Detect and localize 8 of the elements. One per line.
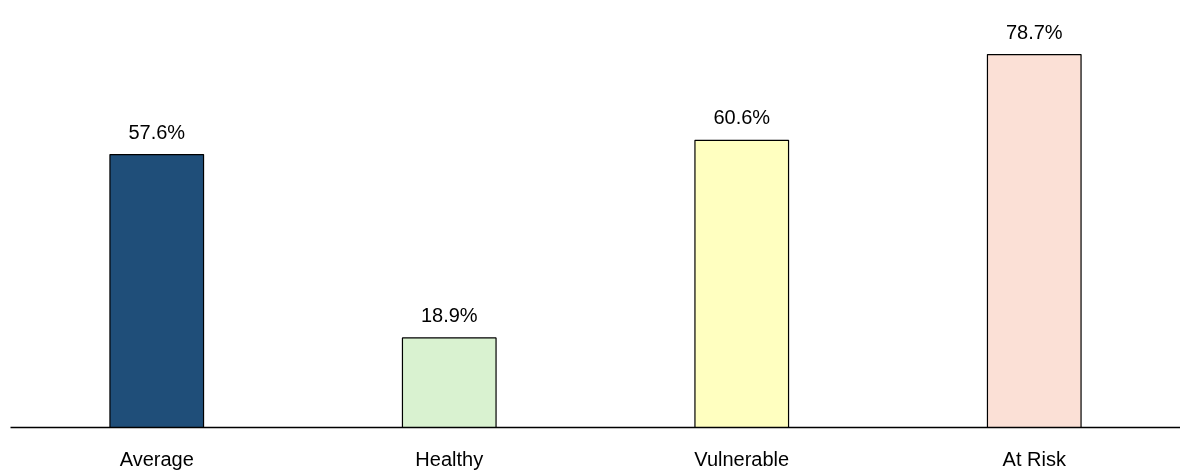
x-tick-label: Healthy xyxy=(415,447,484,470)
data-label: 57.6% xyxy=(128,120,186,143)
x-tick-label: Vulnerable xyxy=(694,447,790,470)
data-label: 78.7% xyxy=(1005,20,1063,43)
data-label: 18.9% xyxy=(420,303,478,326)
data-label: 60.6% xyxy=(713,106,771,129)
x-tick-label: Average xyxy=(119,447,194,470)
x-tick-label: At Risk xyxy=(1002,447,1067,470)
